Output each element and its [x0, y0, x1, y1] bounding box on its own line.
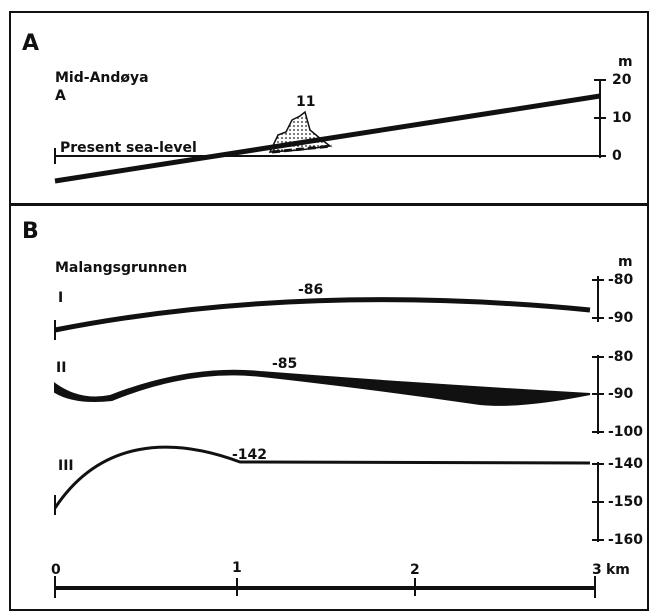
- shoreline: [54, 93, 601, 184]
- profile-name: II: [56, 360, 66, 376]
- depth-label: -86: [298, 282, 323, 298]
- panel-label: B: [22, 219, 39, 244]
- site-name: Malangsgrunnen: [55, 260, 187, 276]
- tick-label: -80: [608, 272, 634, 288]
- profile-line: [54, 297, 591, 333]
- tick-label: 0: [612, 148, 622, 164]
- scale-label: 0: [51, 562, 61, 578]
- unit: m: [618, 54, 633, 70]
- tick-label: -100: [608, 424, 643, 440]
- depth-label: -142: [232, 447, 267, 463]
- ridge-base: [271, 144, 333, 154]
- profile-line: [53, 445, 591, 509]
- scale-unit: km: [606, 562, 630, 578]
- sea-level-label: Present sea-level: [60, 140, 197, 156]
- profile-shape: [54, 369, 591, 406]
- tick-label: 10: [612, 110, 632, 126]
- scale-label: 3: [592, 562, 602, 578]
- tick-label: 20: [612, 72, 632, 88]
- panel-b-frame: [9, 204, 649, 611]
- tick-label: -150: [608, 494, 643, 510]
- panel-label: A: [22, 31, 39, 56]
- tick-label: -160: [608, 532, 643, 548]
- depth-label: -85: [272, 356, 297, 372]
- peak-label: 11: [296, 94, 315, 110]
- profile-name: A: [55, 88, 66, 104]
- tick-label: -80: [608, 349, 634, 365]
- tick-label: -90: [608, 386, 634, 402]
- unit: m: [618, 254, 633, 270]
- scale-label: 2: [410, 562, 420, 578]
- tick-label: -90: [608, 310, 634, 326]
- scale-label: 1: [232, 560, 242, 576]
- profile-name: I: [58, 290, 63, 306]
- profile-name: III: [58, 458, 74, 474]
- site-name: Mid-Andøya: [55, 70, 149, 86]
- axis: [54, 79, 606, 164]
- scale-bar: [54, 576, 596, 598]
- tick-label: -140: [608, 456, 643, 472]
